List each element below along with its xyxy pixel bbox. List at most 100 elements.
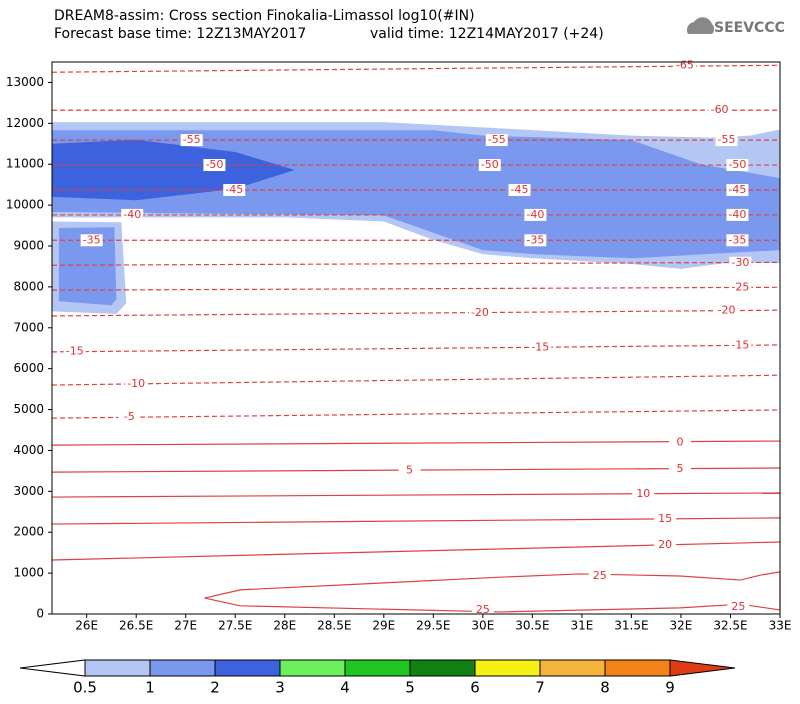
isotherm-label: 5: [406, 463, 413, 476]
x-tick-label: 27.5E: [218, 619, 252, 633]
isotherm-label: -55: [183, 133, 201, 146]
colorbar-label: 8: [600, 679, 610, 697]
isotherm: [51, 261, 781, 266]
colorbar-box: [279, 659, 346, 677]
colorbar-label: 7: [535, 679, 545, 697]
x-tick-label: 33E: [769, 619, 792, 633]
isotherm-label: -20: [471, 306, 489, 319]
colorbar-box: [604, 659, 671, 677]
isotherm: [51, 286, 781, 291]
x-tick-label: 30E: [471, 619, 494, 633]
isotherm-label-bg: [727, 601, 750, 614]
plot-frame: [51, 61, 781, 615]
isotherm-label: -10: [127, 377, 145, 390]
isotherm-label: -15: [531, 340, 549, 353]
colorbar-label: 3: [275, 679, 285, 697]
isotherm-label-bg: [632, 487, 655, 500]
y-tick-label: 3000: [13, 484, 44, 498]
isotherm-label-bg: [726, 208, 749, 221]
y-tick-label: 6000: [13, 361, 44, 375]
isotherm-label-bg: [118, 410, 141, 423]
isotherm-label: -35: [526, 233, 544, 246]
y-tick-label: 5000: [13, 402, 44, 416]
isotherm-label: -50: [728, 158, 746, 171]
isotherm-label: -45: [225, 183, 243, 196]
isotherm-label: -5: [124, 410, 135, 423]
shaded-region: [58, 227, 117, 306]
colorbar-box: [474, 659, 541, 677]
isotherm-label: -65: [676, 58, 694, 71]
isotherm-label-bg: [726, 234, 749, 247]
isotherm-label-bg: [588, 569, 611, 582]
isotherm: [51, 344, 781, 353]
isotherm-label-bg: [471, 603, 494, 616]
isotherm-label: 0: [676, 435, 683, 448]
isotherm-label: -35: [728, 233, 746, 246]
colorbar-low: [19, 659, 86, 677]
isotherm-label: 25: [476, 603, 490, 616]
isotherm-label: -45: [511, 183, 529, 196]
isotherm-label: -45: [728, 183, 746, 196]
isotherm-label-bg: [63, 345, 86, 358]
x-tick-label: 32.5E: [713, 619, 747, 633]
colorbar-label: 2: [210, 679, 220, 697]
valid-time: valid time: 12Z14MAY2017 (+24): [370, 26, 604, 42]
isotherm-label-bg: [80, 234, 103, 247]
colorbar-label: 4: [340, 679, 350, 697]
isotherm-label: 20: [658, 538, 672, 551]
x-tick-label: 31E: [570, 619, 593, 633]
isotherm-label-bg: [729, 339, 752, 352]
y-tick-label: 10000: [6, 198, 44, 212]
isotherm-label: -35: [83, 233, 101, 246]
isotherm-label-bg: [203, 159, 226, 172]
isotherm-label: -60: [711, 103, 729, 116]
colorbar-label: 0.5: [73, 679, 97, 697]
x-tick-label: 30.5E: [515, 619, 549, 633]
logo: SEEVCCC: [714, 20, 785, 36]
logo-icon: [686, 17, 715, 34]
colorbar-box: [149, 659, 216, 677]
isotherm-label: 10: [636, 487, 650, 500]
colorbar-high: [669, 659, 736, 677]
isotherm: [51, 492, 781, 498]
x-tick-label: 26E: [75, 619, 98, 633]
colorbar-box: [409, 659, 476, 677]
chart-title: DREAM8-assim: Cross section Finokalia-Li…: [54, 8, 475, 24]
isotherm: [51, 409, 781, 419]
isotherm-label-bg: [508, 183, 531, 196]
isotherm-label-bg: [715, 134, 738, 147]
chart-subtitle: Forecast base time: 12Z13MAY2017: [54, 26, 306, 42]
isotherm-label-bg: [223, 183, 246, 196]
x-tick-label: 27E: [174, 619, 197, 633]
isotherm-label: 15: [658, 512, 672, 525]
y-tick-label: 12000: [6, 116, 44, 130]
x-tick-label: 31.5E: [614, 619, 648, 633]
isotherm-label-bg: [726, 159, 749, 172]
colorbar-label: 9: [665, 679, 675, 697]
isotherm-label-bg: [668, 436, 691, 449]
y-tick-label: 9000: [13, 239, 44, 253]
isotherm-label: 25: [593, 569, 607, 582]
isotherm: [51, 309, 781, 317]
isotherm-label-bg: [485, 134, 508, 147]
isotherm-label: -55: [488, 133, 506, 146]
isotherm-label: -55: [718, 133, 736, 146]
x-tick-label: 28E: [273, 619, 296, 633]
x-tick-label: 26.5E: [119, 619, 153, 633]
isotherm-label-bg: [180, 134, 203, 147]
isotherm-label: -50: [205, 158, 223, 171]
isotherm: [51, 64, 781, 73]
isotherm-label: 5: [676, 462, 683, 475]
isotherm-label-bg: [654, 538, 677, 551]
colorbar-label: 6: [470, 679, 480, 697]
isotherm-label-bg: [524, 234, 547, 247]
isotherm-label-bg: [121, 208, 144, 221]
isotherm-label: -15: [731, 338, 749, 351]
isotherm: [51, 374, 781, 386]
isotherm: [204, 571, 781, 613]
isotherm-label: -40: [123, 208, 141, 221]
y-tick-label: 0: [36, 607, 44, 621]
y-tick-label: 8000: [13, 279, 44, 293]
